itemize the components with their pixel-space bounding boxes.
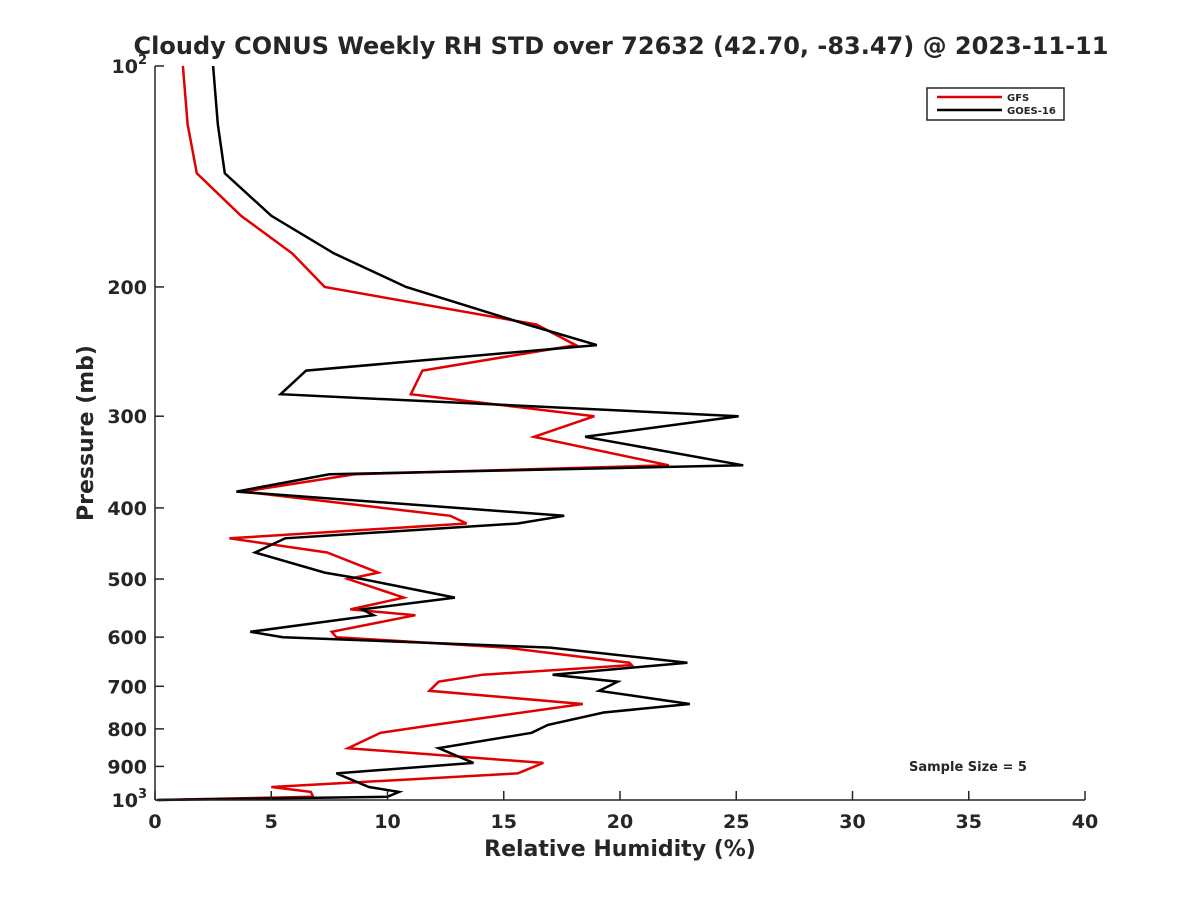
legend-label-goes16: GOES-16 [1007,106,1056,117]
plot-lines [157,65,744,802]
legend-label-gfs: GFS [1007,93,1029,104]
y-tick-label: 700 [107,676,147,698]
x-tick-label: 15 [491,811,517,833]
chart-title: Cloudy CONUS Weekly RH STD over 72632 (4… [134,32,1109,60]
series-line-gfs [157,65,670,802]
legend-box [926,87,1065,121]
y-axis-label: Pressure (mb) [74,345,99,521]
x-tick-label: 40 [1072,811,1098,833]
x-tick-label: 0 [148,811,161,833]
y-tick-label: 800 [107,719,147,741]
x-axis-ticks: 0 5 10 15 20 25 30 35 40 [148,791,1098,833]
y-tick-label: 102 [112,53,148,78]
x-tick-label: 25 [723,811,749,833]
y-tick-label: 600 [107,627,147,649]
x-tick-label: 20 [607,811,633,833]
y-tick-label: 200 [107,277,147,299]
y-tick-label: 900 [107,756,147,778]
legend: GFS GOES-16 [926,87,1065,121]
x-axis-label: Relative Humidity (%) [484,837,756,862]
x-tick-label: 35 [956,811,982,833]
x-tick-label: 5 [265,811,278,833]
x-tick-label: 10 [374,811,400,833]
y-tick-label: 400 [107,498,147,520]
y-tick-label: 103 [112,787,148,812]
series-line-goes16 [157,65,744,802]
sample-size-annotation: Sample Size = 5 [909,760,1027,775]
x-tick-label: 30 [839,811,865,833]
y-tick-label: 300 [107,406,147,428]
y-tick-label: 500 [107,569,147,591]
y-axis-ticks: 102 200 300 400 500 600 700 800 900 103 [107,53,164,812]
